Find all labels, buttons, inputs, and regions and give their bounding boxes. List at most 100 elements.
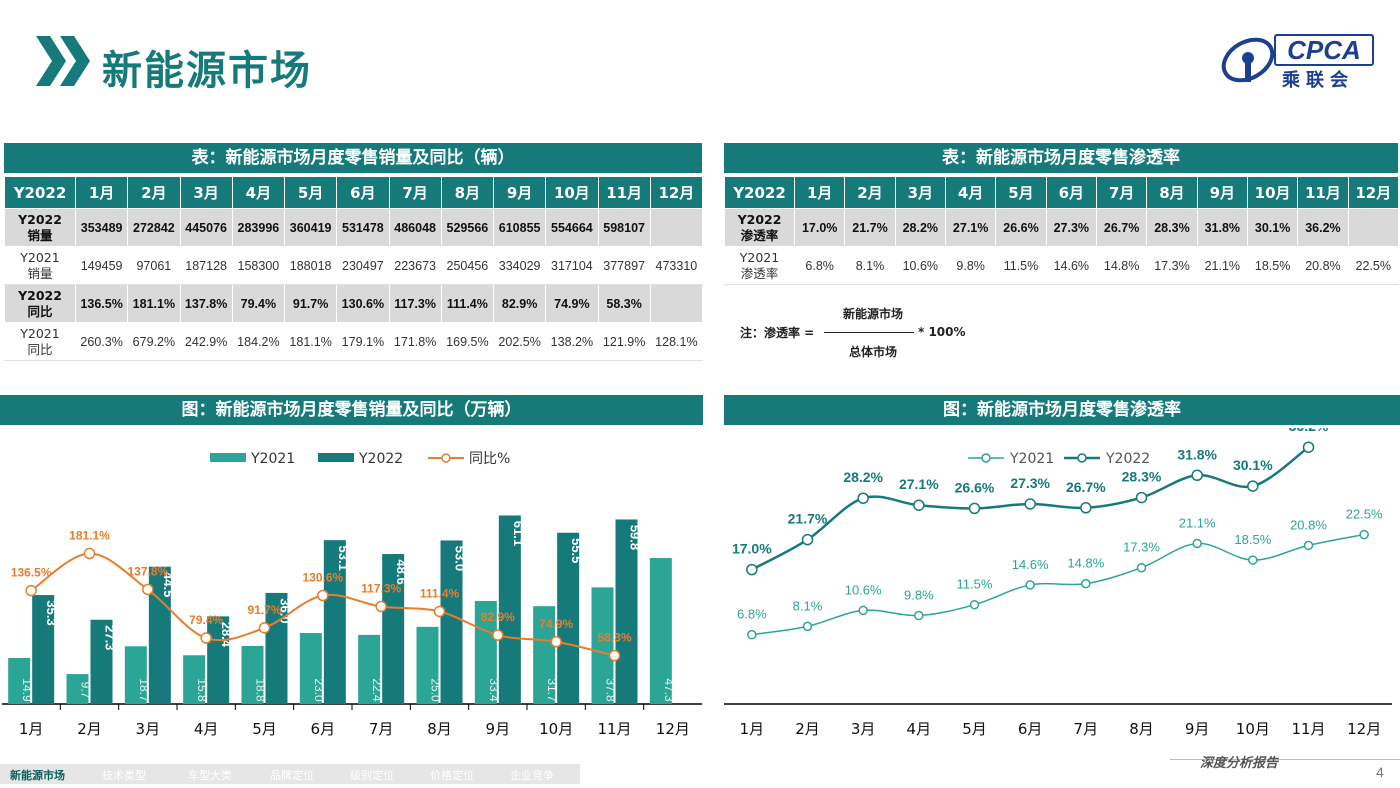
bar-y2021: [299, 633, 322, 704]
month-header: 5月: [995, 176, 1047, 209]
bar-value-label: 44.5: [161, 572, 176, 597]
x-tick-label: 3月: [136, 720, 161, 738]
table-cell: 14.6%: [1045, 246, 1097, 285]
line-value-label: 36.2%: [1289, 428, 1329, 434]
x-tick-label: 11月: [597, 720, 631, 738]
line-point: [1136, 562, 1147, 573]
bar-value-label: 48.6: [394, 559, 409, 584]
table-cell: 11.5%: [995, 246, 1047, 285]
penetration-line-chart: Y2021 Y2022 1月 2月 3月 4月 5月 6月 7月 8月 9月 10月 11月 12月 6.8…: [724, 428, 1392, 738]
formula-denominator: 总体市场: [848, 345, 897, 359]
bar-value-label: 37.8: [604, 678, 618, 702]
table-cell: 187128: [179, 246, 233, 285]
table-cell: 28.3%: [1146, 208, 1198, 247]
footer-nav-item[interactable]: 技术类型: [102, 769, 146, 782]
table-cell: 97061: [127, 246, 181, 285]
legend-marker: [441, 453, 451, 463]
line-value-label: 26.6%: [955, 479, 995, 495]
line-point: [1191, 469, 1203, 482]
chart1-title: 图：新能源市场月度零售销量及同比（万辆）: [0, 395, 703, 425]
footer-nav-item[interactable]: 品牌定位: [270, 769, 314, 782]
line-value-label: 31.8%: [1177, 446, 1217, 462]
line-point: [1359, 529, 1369, 540]
line-value-label: 27.1%: [899, 476, 939, 492]
bar-y2021: [241, 645, 264, 704]
table-cell: 610855: [492, 208, 547, 247]
table-cell: 128.1%: [649, 322, 704, 361]
table-cell: 36.2%: [1297, 208, 1349, 247]
line-point: [1025, 580, 1035, 590]
footer-divider: [1170, 759, 1400, 760]
row-label: Y2021 渗透率: [724, 246, 795, 285]
yoy-value-label: 181.1%: [69, 529, 110, 543]
line-point: [802, 621, 813, 632]
table-cell: [649, 208, 704, 247]
table-cell: 149459: [74, 246, 129, 285]
chart2-title: 图：新能源市场月度零售渗透率: [724, 395, 1400, 425]
yoy-point: [258, 622, 271, 634]
x-tick-label: 7月: [369, 720, 394, 738]
bar-y2021: [533, 606, 556, 704]
table-cell: 74.9%: [545, 284, 599, 323]
legend-label: 同比%: [469, 451, 510, 467]
table-cell: 58.3%: [597, 284, 651, 323]
penetration-table: Y2022 1月 2月 3月 4月 5月 6月 7月 8月 9月 10月 11月 12月 Y2022 渗…: [724, 176, 1399, 285]
footer-nav-item[interactable]: 企业竞争: [510, 769, 554, 782]
line-value-label: 18.5%: [1234, 532, 1271, 547]
row-label-metric: 销量: [27, 265, 53, 281]
x-tick-label: 7月: [1074, 720, 1099, 738]
table-cell: 130.6%: [336, 284, 390, 323]
legend-label: Y2021: [250, 451, 295, 467]
yoy-point: [550, 636, 562, 648]
chart-legend: Y2021 Y2022 同比%: [210, 451, 510, 467]
chart-legend: Y2021 Y2022: [968, 451, 1150, 467]
x-tick-label: 12月: [1347, 720, 1381, 738]
x-tick-label: 11月: [1291, 720, 1325, 738]
bar-value-label: 15.8: [195, 678, 209, 702]
table-row: Y2021 渗透率 6.8% 8.1% 10.6% 9.8% 11.5% 14.6% 14.8%…: [724, 246, 1399, 285]
table-cell: 6.8%: [793, 246, 846, 285]
footer-nav-bar: [0, 764, 580, 784]
table-row: Y2022 渗透率 17.0% 21.7% 28.2% 27.1% 26.6% 27.3% 26…: [724, 208, 1399, 247]
month-header: 1月: [793, 176, 846, 209]
table-cell: 202.5%: [492, 322, 547, 361]
table-cell: 9.8%: [944, 246, 997, 285]
line-point: [1135, 491, 1148, 504]
table-cell: [649, 284, 704, 323]
table-cell: 30.1%: [1246, 208, 1299, 247]
line-value-label: 20.8%: [1290, 517, 1327, 532]
row-label-metric: 同比: [27, 341, 53, 357]
x-tick-label: 9月: [1185, 720, 1210, 738]
table-cell: 17.0%: [793, 208, 846, 247]
month-header: 2月: [844, 176, 896, 209]
table-row: Y2022 同比 136.5% 181.1% 137.8% 79.4% 91.7% 130.6…: [4, 284, 704, 323]
line-value-label: 27.3%: [1010, 475, 1050, 491]
page-title: 新能源市场: [102, 48, 312, 94]
month-header: 9月: [1196, 176, 1248, 209]
table-cell: 121.9%: [597, 322, 651, 361]
footer-nav-item[interactable]: 价格定位: [430, 769, 474, 782]
line-point: [968, 502, 981, 515]
table-cell: 169.5%: [440, 322, 495, 361]
legend-swatch: [318, 453, 354, 462]
bar-y2021: [591, 587, 614, 704]
table-cell: 158300: [231, 246, 286, 285]
footer-nav-item[interactable]: 车型大类: [188, 769, 232, 782]
x-tick-label: 1月: [19, 720, 44, 738]
table-cell: 26.7%: [1095, 208, 1148, 247]
table-cell: 445076: [179, 208, 233, 247]
legend-label: Y2021: [1009, 451, 1054, 467]
table-cell: 171.8%: [388, 322, 442, 361]
line-point: [1192, 538, 1202, 549]
table-cell: [1347, 208, 1399, 247]
month-header: 9月: [492, 176, 547, 209]
footer-nav-item[interactable]: 级别定位: [350, 769, 394, 782]
month-header: 11月: [1297, 176, 1349, 209]
page-number: 4: [1376, 764, 1384, 780]
month-header: 10月: [1246, 176, 1299, 209]
month-header: 5月: [283, 176, 338, 209]
table-cell: 82.9%: [492, 284, 547, 323]
yoy-point: [25, 584, 37, 597]
footer-nav-item[interactable]: 新能源市场: [10, 769, 65, 782]
bar-value-label: 22.4: [370, 678, 384, 702]
